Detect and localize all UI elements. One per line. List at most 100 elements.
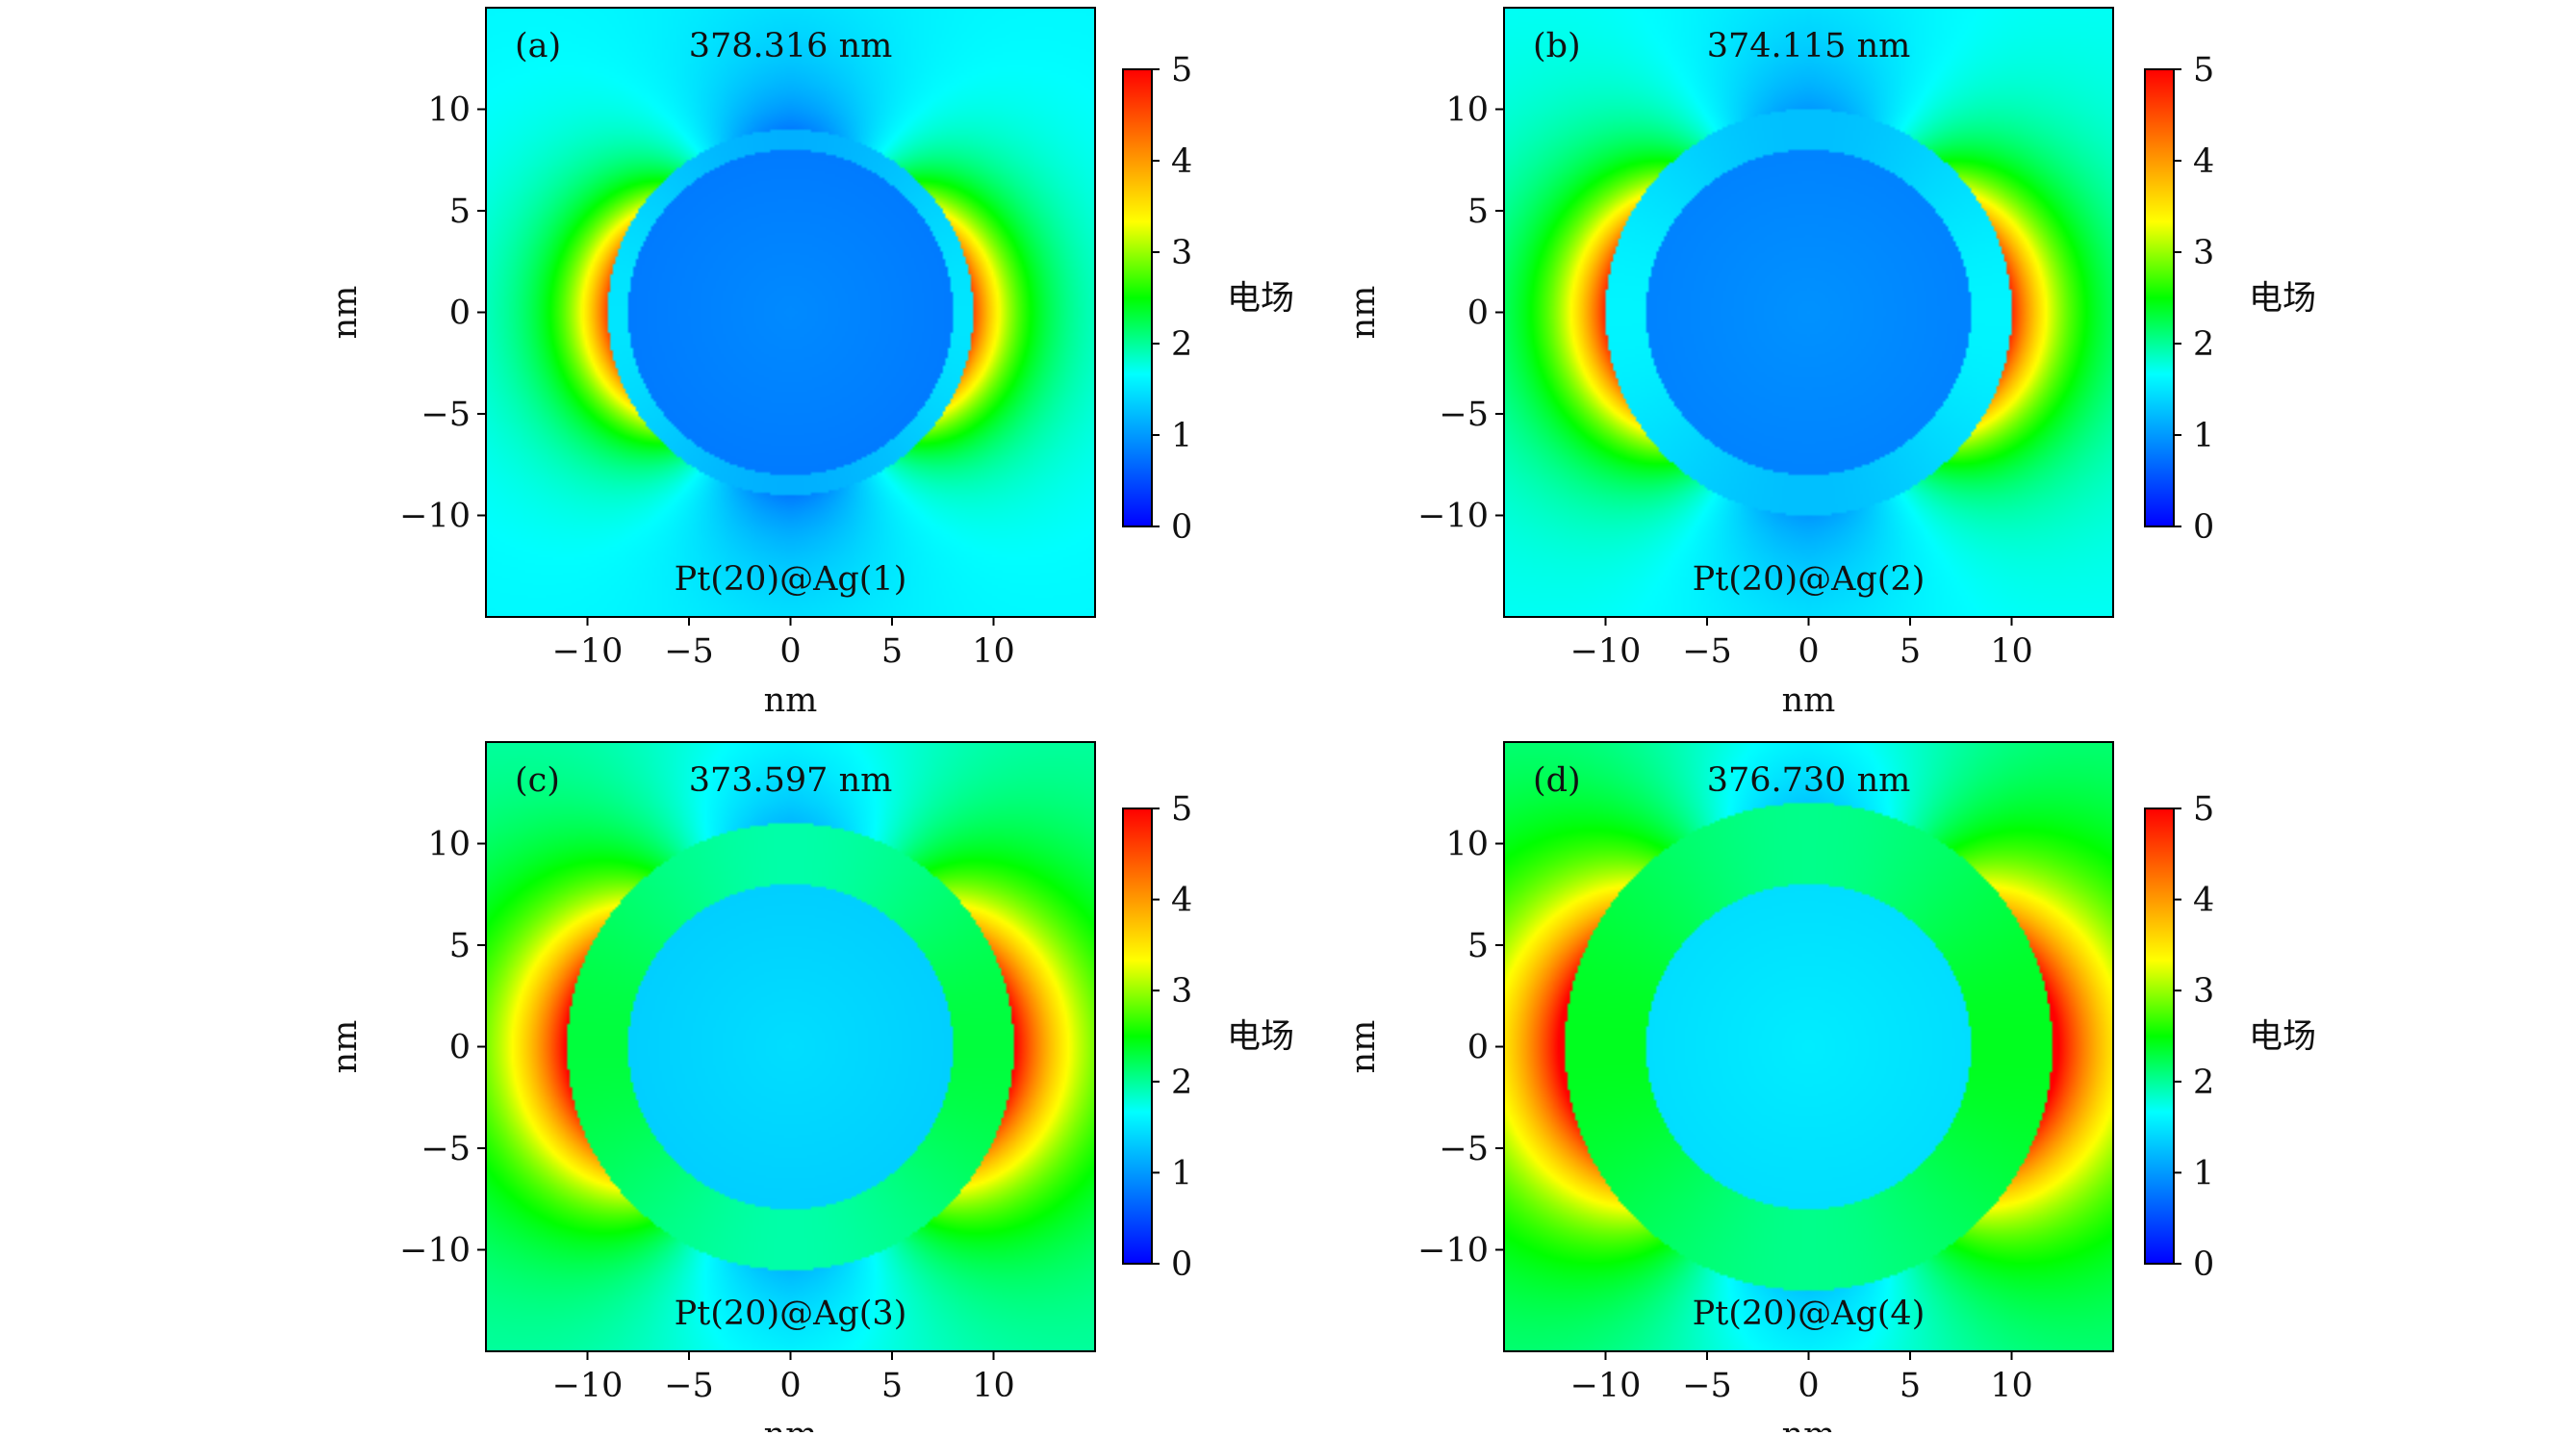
x-tick-label: 0 xyxy=(779,632,801,671)
panel-label: (a) xyxy=(515,27,561,65)
y-axis-label: nm xyxy=(326,286,365,340)
colorbar-label: 电场 xyxy=(2249,280,2316,319)
colorbar xyxy=(2144,68,2175,527)
x-tick-label: 10 xyxy=(1990,1367,2033,1405)
panel-label: (d) xyxy=(1533,761,1581,800)
x-axis-label: nm xyxy=(1782,681,1836,720)
colorbar-label: 电场 xyxy=(1227,280,1294,319)
y-tick-label: 5 xyxy=(449,192,471,231)
x-tick-label: 5 xyxy=(881,1367,903,1405)
y-tick-label: 10 xyxy=(427,826,471,864)
wavelength-label: 373.597 nm xyxy=(689,761,893,800)
x-tick-label: −10 xyxy=(552,632,624,671)
y-tick-label: 0 xyxy=(449,1029,471,1067)
wavelength-label: 378.316 nm xyxy=(689,27,893,65)
sample-label: Pt(20)@Ag(3) xyxy=(675,1295,907,1333)
x-tick-label: 0 xyxy=(1798,632,1819,671)
wavelength-label: 376.730 nm xyxy=(1707,761,1911,800)
colorbar-label: 电场 xyxy=(1227,1018,1294,1057)
colorbar-label: 电场 xyxy=(2249,1018,2316,1057)
y-tick-label: 5 xyxy=(449,927,471,965)
colorbar-tick-label: 2 xyxy=(1171,1064,1192,1102)
y-tick-label: 0 xyxy=(1467,295,1489,333)
colorbar xyxy=(1122,808,1153,1265)
field-map xyxy=(486,8,1095,617)
panel-label: (b) xyxy=(1533,27,1581,65)
y-tick-label: 5 xyxy=(1467,927,1489,965)
x-axis-label: nm xyxy=(1782,1416,1836,1432)
field-map xyxy=(1504,8,2113,617)
sample-label: Pt(20)@Ag(4) xyxy=(1693,1295,1926,1333)
colorbar-tick-label: 5 xyxy=(1171,790,1192,829)
y-tick-label: −5 xyxy=(1439,1130,1489,1168)
colorbar xyxy=(1122,68,1153,527)
wavelength-label: 374.115 nm xyxy=(1707,27,1911,65)
x-tick-label: −5 xyxy=(1682,632,1732,671)
colorbar xyxy=(2144,808,2175,1265)
y-tick-label: −5 xyxy=(1439,396,1489,434)
x-tick-label: −5 xyxy=(664,1367,714,1405)
colorbar-tick-label: 1 xyxy=(1171,1154,1192,1192)
sample-label: Pt(20)@Ag(2) xyxy=(1693,560,1926,599)
colorbar-tick-label: 1 xyxy=(1171,417,1192,455)
colorbar-tick-label: 3 xyxy=(1171,234,1192,272)
field-map xyxy=(1504,742,2113,1351)
x-tick-label: 10 xyxy=(972,632,1015,671)
x-axis-label: nm xyxy=(764,1416,818,1432)
x-tick-label: 5 xyxy=(881,632,903,671)
x-tick-label: −10 xyxy=(1570,632,1642,671)
colorbar-tick-label: 0 xyxy=(1171,1245,1192,1284)
colorbar-tick-label: 5 xyxy=(2193,51,2214,90)
y-tick-label: 10 xyxy=(1445,826,1489,864)
y-tick-label: −10 xyxy=(399,1232,471,1270)
x-axis-label: nm xyxy=(764,681,818,720)
x-tick-label: 0 xyxy=(1798,1367,1819,1405)
x-tick-label: 5 xyxy=(1900,632,1921,671)
y-axis-label: nm xyxy=(1344,286,1383,340)
y-tick-label: 5 xyxy=(1467,192,1489,231)
colorbar-tick-label: 4 xyxy=(1171,142,1192,181)
x-tick-label: −5 xyxy=(1682,1367,1732,1405)
colorbar-tick-label: 4 xyxy=(2193,882,2214,920)
colorbar-tick-label: 0 xyxy=(2193,508,2214,547)
colorbar-tick-label: 2 xyxy=(2193,325,2214,364)
colorbar-tick-label: 2 xyxy=(2193,1064,2214,1102)
colorbar-tick-label: 0 xyxy=(1171,508,1192,547)
y-tick-label: 10 xyxy=(1445,91,1489,130)
y-tick-label: −10 xyxy=(1417,498,1489,536)
colorbar-tick-label: 3 xyxy=(1171,972,1192,1011)
y-tick-label: −5 xyxy=(421,396,471,434)
y-tick-label: −5 xyxy=(421,1130,471,1168)
x-tick-label: 10 xyxy=(1990,632,2033,671)
sample-label: Pt(20)@Ag(1) xyxy=(675,560,907,599)
x-tick-label: −10 xyxy=(1570,1367,1642,1405)
colorbar-tick-label: 4 xyxy=(1171,882,1192,920)
y-axis-label: nm xyxy=(1344,1020,1383,1074)
field-map xyxy=(486,742,1095,1351)
y-tick-label: −10 xyxy=(399,498,471,536)
y-tick-label: 0 xyxy=(449,295,471,333)
x-tick-label: 0 xyxy=(779,1367,801,1405)
y-tick-label: 0 xyxy=(1467,1029,1489,1067)
colorbar-tick-label: 5 xyxy=(1171,51,1192,90)
colorbar-tick-label: 0 xyxy=(2193,1245,2214,1284)
colorbar-tick-label: 4 xyxy=(2193,142,2214,181)
x-tick-label: −5 xyxy=(664,632,714,671)
x-tick-label: 5 xyxy=(1900,1367,1921,1405)
colorbar-tick-label: 5 xyxy=(2193,790,2214,829)
colorbar-tick-label: 3 xyxy=(2193,972,2214,1011)
x-tick-label: −10 xyxy=(552,1367,624,1405)
colorbar-tick-label: 3 xyxy=(2193,234,2214,272)
panel-label: (c) xyxy=(515,761,560,800)
y-tick-label: 10 xyxy=(427,91,471,130)
x-tick-label: 10 xyxy=(972,1367,1015,1405)
colorbar-tick-label: 1 xyxy=(2193,1154,2214,1192)
colorbar-tick-label: 2 xyxy=(1171,325,1192,364)
colorbar-tick-label: 1 xyxy=(2193,417,2214,455)
